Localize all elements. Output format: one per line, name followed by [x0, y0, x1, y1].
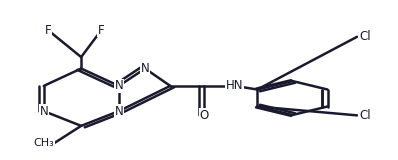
Text: N: N — [39, 105, 48, 118]
Text: F: F — [45, 24, 51, 37]
Text: O: O — [200, 109, 209, 122]
Text: Cl: Cl — [359, 30, 371, 43]
Text: CH₃: CH₃ — [34, 138, 55, 148]
Text: N: N — [141, 62, 150, 75]
Text: HN: HN — [226, 79, 244, 92]
Text: N: N — [115, 79, 123, 92]
Text: Cl: Cl — [359, 109, 371, 122]
Text: F: F — [98, 24, 105, 37]
Text: N: N — [115, 105, 123, 118]
